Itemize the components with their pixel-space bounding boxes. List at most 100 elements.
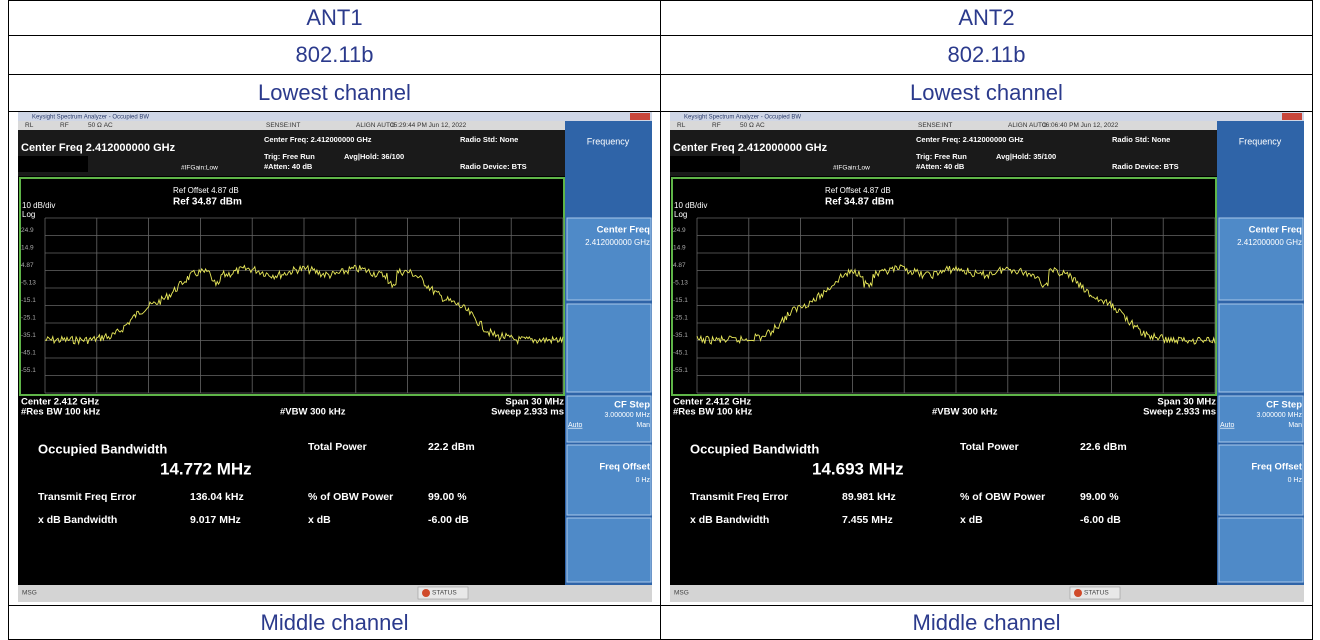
result-text: % of OBW Power [960,491,1045,503]
radio-std: Radio Std: None [1112,135,1170,144]
log-label: Log [674,210,687,219]
scale-label: 10 dB/div [22,201,55,210]
result-text: 22.6 dBm [1080,441,1127,453]
mode-cell: 802.11b [660,35,1313,75]
graph-frame [672,178,1216,395]
y-label: -55.1 [673,367,688,374]
top-bar-item: 06:06:40 PM Jun 12, 2022 [1042,122,1119,129]
trig-line: #Atten: 40 dB [916,162,965,171]
softkey-menu: Frequency [1239,136,1282,146]
top-bar-item: RL [677,122,686,129]
msg-label: MSG [674,590,689,597]
result-text: 99.00 % [428,491,467,503]
softkey-button[interactable] [567,518,651,582]
status-icon [1074,589,1082,597]
y-label: -35.1 [673,332,688,339]
analyzer-screenshot: Keysight Spectrum Analyzer - Occupied BW… [670,112,1304,602]
result-value: 14.772 MHz [160,459,252,478]
page: ANT1802.11bLowest channelMiddle channelK… [0,0,1320,639]
status-label: STATUS [1084,590,1109,597]
result-text: x dB Bandwidth [690,514,769,526]
result-text: 136.04 kHz [190,491,244,503]
if-gain: #IFGain:Low [181,165,218,172]
center-freq-header: Center Freq 2.412000000 GHz [21,142,176,154]
mode-cell: 802.11b [8,35,661,75]
y-label: 4.87 [673,262,686,269]
msg-label: MSG [22,590,37,597]
top-bar-item: SENSE:INT [266,122,300,129]
result-value: 14.693 MHz [812,459,904,478]
softkey-value: 2.412000000 GHz [585,238,650,247]
softkey-value: 0 Hz [1288,477,1303,484]
result-text: x dB [960,514,983,526]
vbw-label: #VBW 300 kHz [932,407,998,418]
log-label: Log [22,210,35,219]
y-label: -45.1 [21,350,36,357]
antenna-header: ANT2 [660,0,1313,36]
status-label: STATUS [432,590,457,597]
softkey-value: 0 Hz [636,477,651,484]
window-title: Keysight Spectrum Analyzer - Occupied BW [684,115,801,121]
trig-line: Center Freq: 2.412000000 GHz [916,135,1024,144]
channel-cell: Lowest channel [8,74,661,112]
result-text: Transmit Freq Error [690,491,788,503]
vbw-label: #VBW 300 kHz [280,407,346,418]
trig-line: Trig: Free Run [916,152,967,161]
analyzer-screenshot: Keysight Spectrum Analyzer - Occupied BW… [18,112,652,602]
y-label: -55.1 [21,367,36,374]
result-text: Total Power [960,441,1019,453]
top-bar-item: 50 Ω AC [740,122,765,129]
softkey-button[interactable] [567,304,651,392]
softkey-label: Center Freq [597,225,651,236]
result-text: -6.00 dB [428,514,469,526]
res-bw-label: #Res BW 100 kHz [673,407,752,418]
top-bar-item: RL [25,122,34,129]
softkey-value: 3.000000 MHz [604,412,650,419]
softkey-button[interactable] [1219,304,1303,392]
y-label: -15.1 [21,297,36,304]
window-title: Keysight Spectrum Analyzer - Occupied BW [32,115,149,121]
softkey-option: Auto [1220,422,1235,429]
trig-line: Center Freq: 2.412000000 GHz [264,135,372,144]
y-label: 14.9 [673,245,686,252]
softkey-value: 3.000000 MHz [1256,412,1302,419]
result-text: x dB [308,514,331,526]
sweep-label: Sweep 2.933 ms [491,407,564,418]
result-text: 9.017 MHz [190,514,241,526]
softkey-label: Freq Offset [1251,462,1303,473]
top-bar-item: 05:29:44 PM Jun 12, 2022 [390,122,467,129]
result-text: 22.2 dBm [428,441,475,453]
result-label: Occupied Bandwidth [690,441,819,456]
sweep-label: Sweep 2.933 ms [1143,407,1216,418]
softkey-value: 2.412000000 GHz [1237,238,1302,247]
result-text: % of OBW Power [308,491,393,503]
scale-label: 10 dB/div [674,201,707,210]
trig-line: Trig: Free Run [264,152,315,161]
status-bar [670,585,1304,602]
result-text: Total Power [308,441,367,453]
softkey-label: Freq Offset [599,462,651,473]
close-button [630,113,650,120]
y-label: 14.9 [21,245,34,252]
res-bw-label: #Res BW 100 kHz [21,407,100,418]
header-box [670,156,740,172]
ref-offset: Ref Offset 4.87 dB [825,186,891,195]
result-label: Occupied Bandwidth [38,441,167,456]
y-label: -25.1 [673,315,688,322]
top-bar-item: 50 Ω AC [88,122,113,129]
softkey-button[interactable] [1219,518,1303,582]
status-bar [18,585,652,602]
result-text: 89.981 kHz [842,491,896,503]
trig-line: #Atten: 40 dB [264,162,313,171]
y-label: -25.1 [21,315,36,322]
y-label: -45.1 [673,350,688,357]
softkey-label: Center Freq [1249,225,1303,236]
y-label: -5.13 [673,280,688,287]
y-label: -5.13 [21,280,36,287]
softkey-label: CF Step [614,400,650,411]
y-label: 24.9 [21,227,34,234]
y-label: -15.1 [673,297,688,304]
softkey-label: CF Step [1266,400,1302,411]
channel-cell: Lowest channel [660,74,1313,112]
ref-offset: Ref Offset 4.87 dB [173,186,239,195]
